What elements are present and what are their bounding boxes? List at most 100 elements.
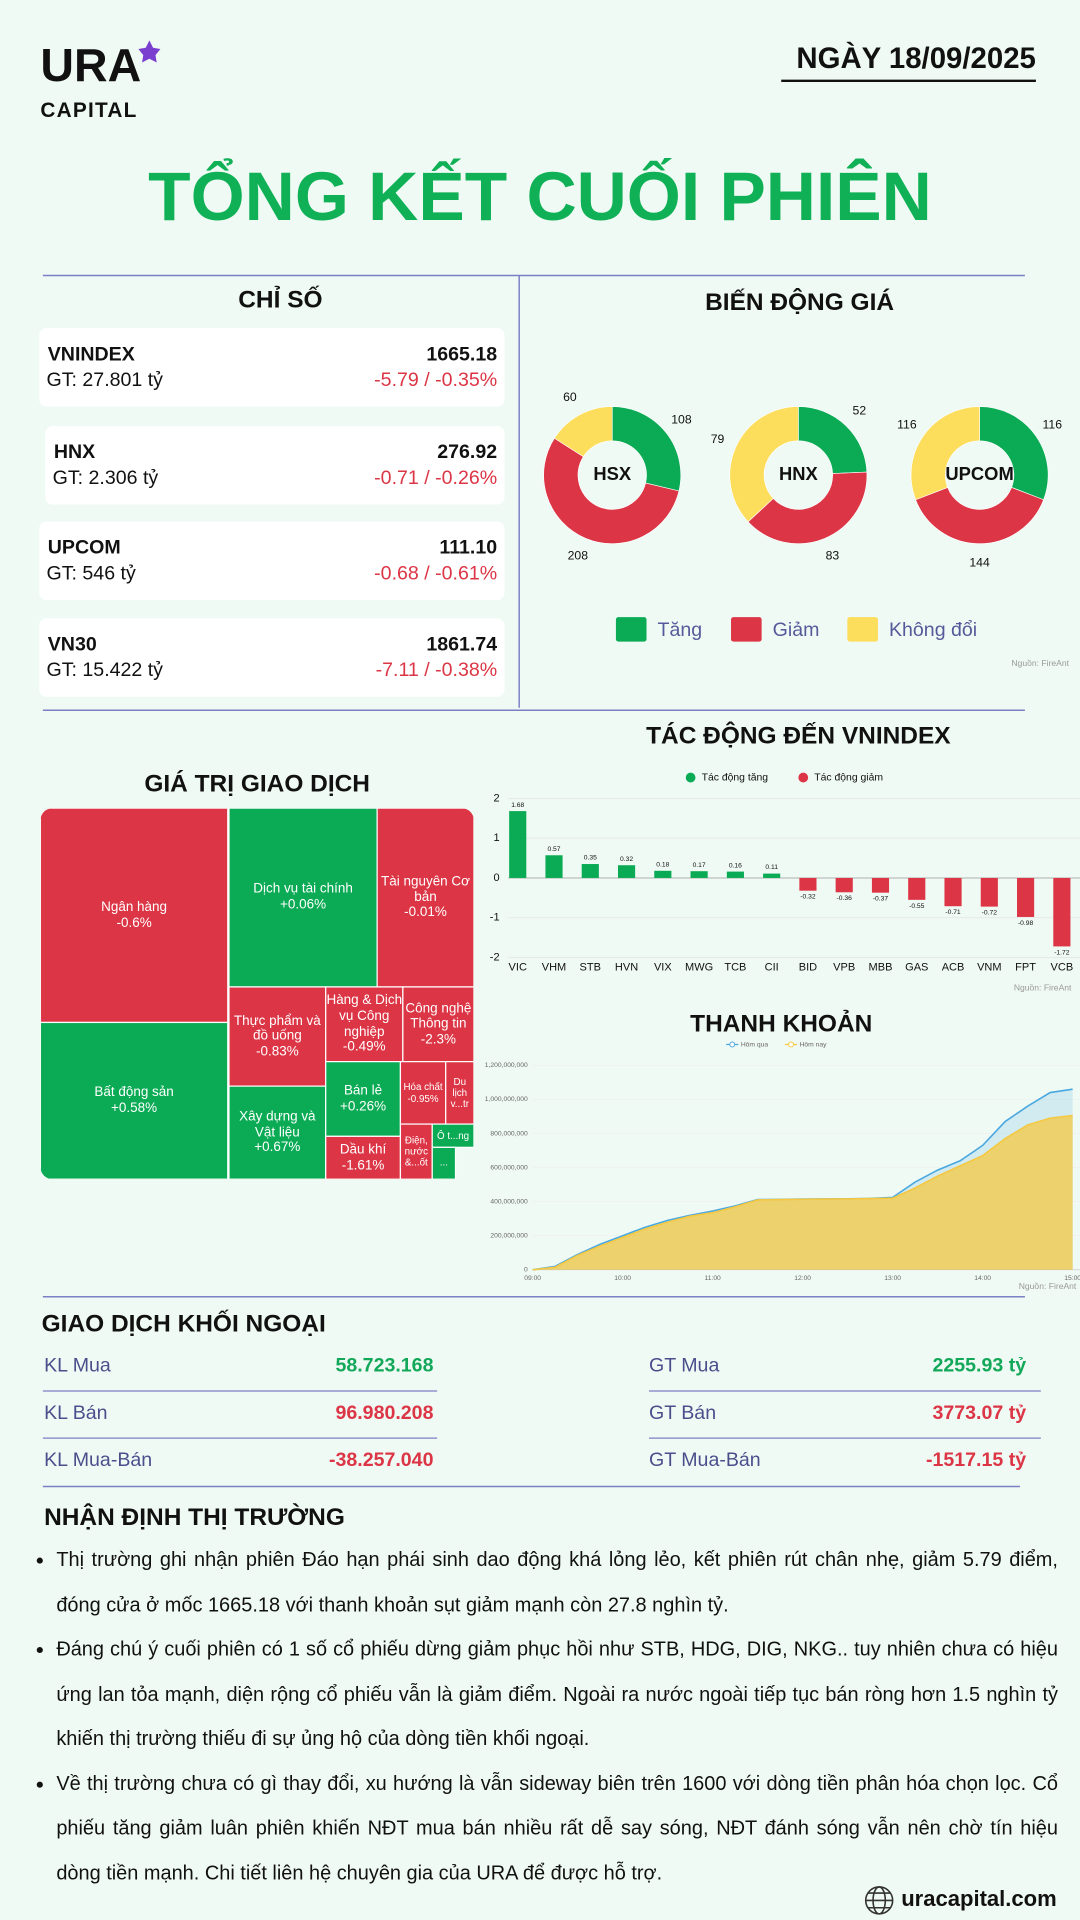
outlook-box: Thị trường ghi nhận phiên Đáo hạn phái s…	[34, 1538, 1058, 1893]
x-tick-label: 11:00	[704, 1275, 721, 1282]
legend-label: Tác động giảm	[814, 772, 883, 783]
chart-title: TÁC ĐỘNG ĐẾN VNINDEX	[646, 722, 951, 750]
slice-label: 116	[897, 417, 917, 431]
y-tick-label: 600,000,000	[490, 1164, 528, 1171]
tile-label-box: Bán lẻ+0.26%	[340, 1084, 387, 1114]
tile-value: +0.67%	[254, 1140, 301, 1156]
x-tick-label: TCB	[724, 961, 746, 973]
slice-label: 208	[568, 549, 589, 563]
treemap-tile	[40, 808, 229, 1024]
x-tick-label: 10:00	[614, 1275, 631, 1282]
tile-value: -0.49%	[342, 1039, 386, 1055]
value-label: -1.72	[1054, 949, 1070, 956]
foreign-label: GT Bán	[649, 1402, 716, 1424]
index-turnover: GT: 546 tỷ	[47, 562, 136, 584]
legend-swatch	[731, 617, 762, 642]
index-name: HNX	[54, 441, 95, 463]
tile-label: Du lịch v...tr	[446, 1062, 474, 1124]
foreign-value: 96.980.208	[335, 1402, 433, 1424]
tile-value: +0.26%	[340, 1098, 387, 1114]
donut-slice	[543, 437, 680, 544]
x-tick-label: 12:00	[794, 1275, 811, 1282]
value-label: 0.16	[729, 862, 742, 869]
tile-value: -2.3%	[420, 1032, 456, 1047]
x-tick-label: 13:00	[884, 1275, 901, 1282]
value-label: 0.17	[693, 862, 706, 869]
tile-label-box: Tài nguyên Cơ bản-0.01%	[377, 808, 474, 987]
index-value: 1665.18	[426, 343, 497, 365]
tile-label: Ô t...ng	[432, 1124, 474, 1147]
index-card	[39, 328, 505, 407]
slice-label: 79	[711, 432, 725, 446]
main-title: TỔNG KẾT CUỐI PHIÊN	[148, 158, 932, 235]
line	[532, 1114, 1073, 1271]
y-tick-label: 0	[493, 872, 499, 884]
bar	[835, 877, 853, 893]
tile-label: ...	[432, 1147, 455, 1179]
donut-slice	[910, 406, 980, 501]
tile-name: Dầu khí	[339, 1142, 387, 1157]
treemap: Ngân hàng-0.6% Bất động sản+0.58%Dịch vụ …	[40, 808, 474, 1180]
donut-slice	[554, 406, 613, 458]
donut-center-label: HNX	[779, 463, 819, 484]
treemap-tile	[399, 1123, 433, 1180]
foreign-value: 2255.93 tỷ	[932, 1355, 1026, 1377]
outlook-item: Thị trường ghi nhận phiên Đáo hạn phái s…	[56, 1538, 1058, 1627]
tile-name: Xây dựng và Vật liệu	[239, 1109, 316, 1140]
donut-slice	[979, 406, 1049, 501]
tile-label-box: Xây dựng và Vật liệu+0.67%	[239, 1109, 316, 1156]
bar	[871, 877, 890, 893]
tile-name: Hàng & Dịch vụ Công nghiệp	[326, 993, 403, 1039]
bar	[509, 811, 527, 878]
tile-label-box: Du lịch v...tr	[446, 1062, 474, 1124]
x-tick-label: 14:00	[974, 1275, 991, 1282]
tile-name: Thực phẩm và đồ uống	[233, 1013, 321, 1044]
outlook-item: Về thị trường chưa có gì thay đổi, xu hư…	[56, 1761, 1058, 1893]
y-tick-label: 1,200,000,000	[485, 1062, 528, 1069]
legend-label: Hôm nay	[800, 1041, 828, 1048]
donut-center-label: HSX	[593, 463, 632, 484]
x-tick-label: HVN	[615, 961, 638, 973]
foreign-label: KL Mua	[44, 1355, 111, 1377]
tile-label-box: Ô t...ng	[432, 1124, 474, 1147]
x-tick-label: FPT	[1015, 961, 1036, 973]
legend-swatch	[615, 617, 647, 642]
website: uracapital.com	[901, 1886, 1057, 1911]
tile-label: Công nghệ Thông tin -2.3%	[403, 987, 474, 1062]
value-label: -0.55	[909, 903, 925, 910]
y-tick-label: 200,000,000	[490, 1232, 528, 1239]
y-tick-label: 800,000,000	[490, 1130, 528, 1137]
tile-label-box: Ngân hàng-0.6%	[101, 900, 167, 930]
index-name: VN30	[48, 633, 97, 655]
index-turnover: GT: 27.801 tỷ	[47, 369, 164, 391]
tile-name: Ô t...ng	[436, 1130, 470, 1142]
tile-label: Bất động sản +0.58%	[40, 1022, 227, 1179]
value-label: -0.98	[1018, 920, 1034, 927]
tile-value: +0.06%	[280, 897, 327, 913]
tile-label-box: Công nghệ Thông tin-2.3%	[403, 987, 474, 1062]
tile-label-box: Bất động sản+0.58%	[40, 1022, 227, 1179]
legend-label: Không đổi	[889, 619, 977, 641]
index-card	[45, 426, 505, 505]
index-card	[39, 521, 505, 600]
x-tick-label: VNM	[977, 961, 1001, 973]
value-label: 0.18	[656, 861, 669, 868]
value-label: -0.71	[945, 909, 961, 916]
index-name: VNINDEX	[48, 343, 135, 365]
y-tick-label: 400,000,000	[490, 1198, 528, 1205]
tile-label: Tài nguyên Cơ bản -0.01%	[377, 808, 474, 987]
chart-title: THANH KHOẢN	[690, 1008, 872, 1037]
logo-star	[138, 40, 161, 63]
value-label: 0.32	[620, 856, 633, 863]
donut-slice	[798, 406, 868, 474]
value-label: -0.36	[837, 895, 853, 902]
slice-label: 116	[1043, 417, 1063, 431]
foreign-label: KL Mua-Bán	[44, 1449, 152, 1471]
tile-label-box: Dịch vụ tài chính+0.06%	[229, 808, 377, 987]
treemap-tile	[228, 808, 378, 988]
tile-label: Dịch vụ tài chính +0.06%	[229, 808, 377, 987]
bar	[581, 864, 599, 878]
chart-title: BIẾN ĐỘNG GIÁ	[705, 288, 894, 316]
x-tick-label: ACB	[942, 961, 965, 973]
legend-dot	[685, 772, 696, 783]
